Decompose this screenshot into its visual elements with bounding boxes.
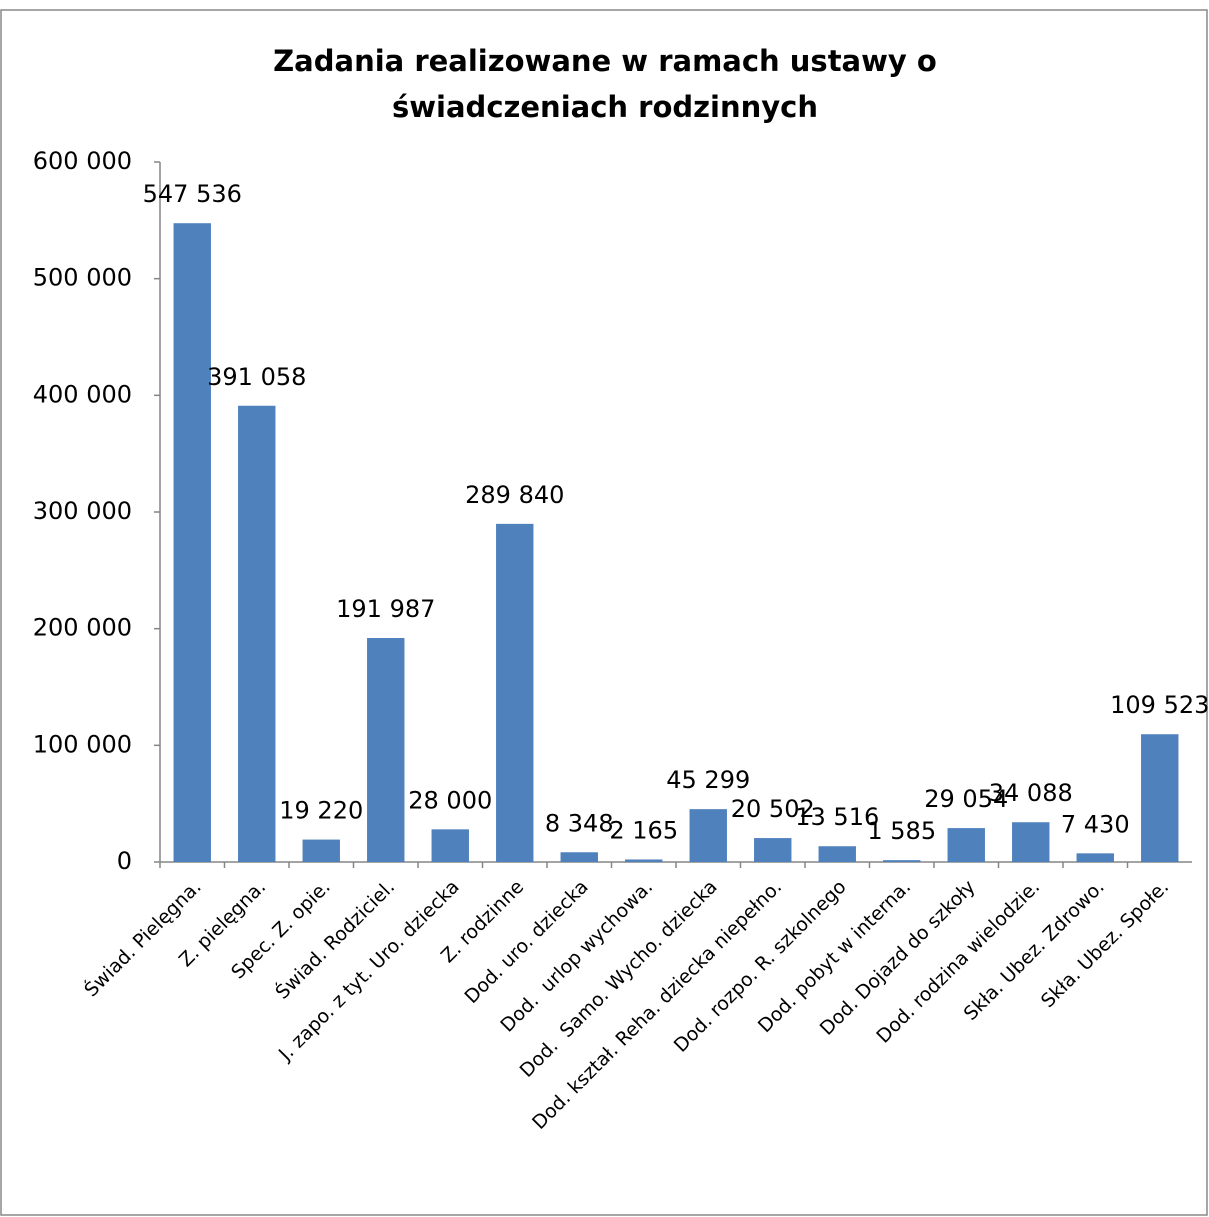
bar — [947, 828, 985, 862]
bar — [883, 860, 921, 862]
data-label: 28 000 — [408, 786, 492, 814]
bar — [1141, 734, 1179, 862]
y-tick-label: 400 000 — [33, 380, 132, 408]
bar — [689, 809, 727, 862]
chart-frame — [0, 9, 1208, 1216]
data-label: 8 348 — [545, 809, 614, 837]
y-tick-label: 0 — [117, 847, 132, 875]
bar — [496, 523, 534, 862]
data-label: 34 088 — [989, 779, 1073, 807]
data-label: 13 516 — [795, 803, 879, 831]
y-tick-label: 600 000 — [33, 147, 132, 175]
data-label: 1 585 — [867, 817, 936, 845]
bar — [302, 839, 340, 862]
bar — [431, 829, 469, 862]
data-label: 547 536 — [143, 180, 242, 208]
data-label: 2 165 — [609, 816, 678, 844]
data-label: 391 058 — [207, 363, 306, 391]
x-tick-label: Dod. uro. dziecka — [460, 876, 592, 1008]
data-label: 45 299 — [666, 766, 750, 794]
bar — [173, 223, 211, 862]
data-label: 7 430 — [1061, 810, 1130, 838]
bar — [560, 852, 598, 862]
bar — [238, 405, 276, 862]
data-label: 109 523 — [1110, 691, 1209, 719]
bar — [625, 859, 663, 862]
data-label: 289 840 — [465, 481, 564, 509]
y-tick-label: 200 000 — [33, 614, 132, 642]
x-tick-label: Świad. Pielęgna. — [79, 874, 206, 1001]
data-label: 191 987 — [336, 595, 435, 623]
y-tick-label: 300 000 — [33, 497, 132, 525]
chart-title: Zadania realizowane w ramach ustawy o św… — [273, 44, 937, 124]
x-tick-label: Świad. Rodziciel. — [270, 874, 399, 1003]
bar — [1076, 853, 1114, 862]
y-tick-label: 500 000 — [33, 264, 132, 292]
bar — [1012, 822, 1050, 862]
data-label: 19 220 — [279, 797, 363, 825]
data-label: 29 054 — [924, 785, 1008, 813]
x-tick-label: Skła. Ubez. Społe. — [1037, 876, 1173, 1012]
y-tick-label: 100 000 — [33, 730, 132, 758]
data-label: 20 502 — [731, 795, 815, 823]
bar — [367, 638, 405, 862]
bar — [818, 846, 856, 862]
bar — [754, 838, 792, 862]
